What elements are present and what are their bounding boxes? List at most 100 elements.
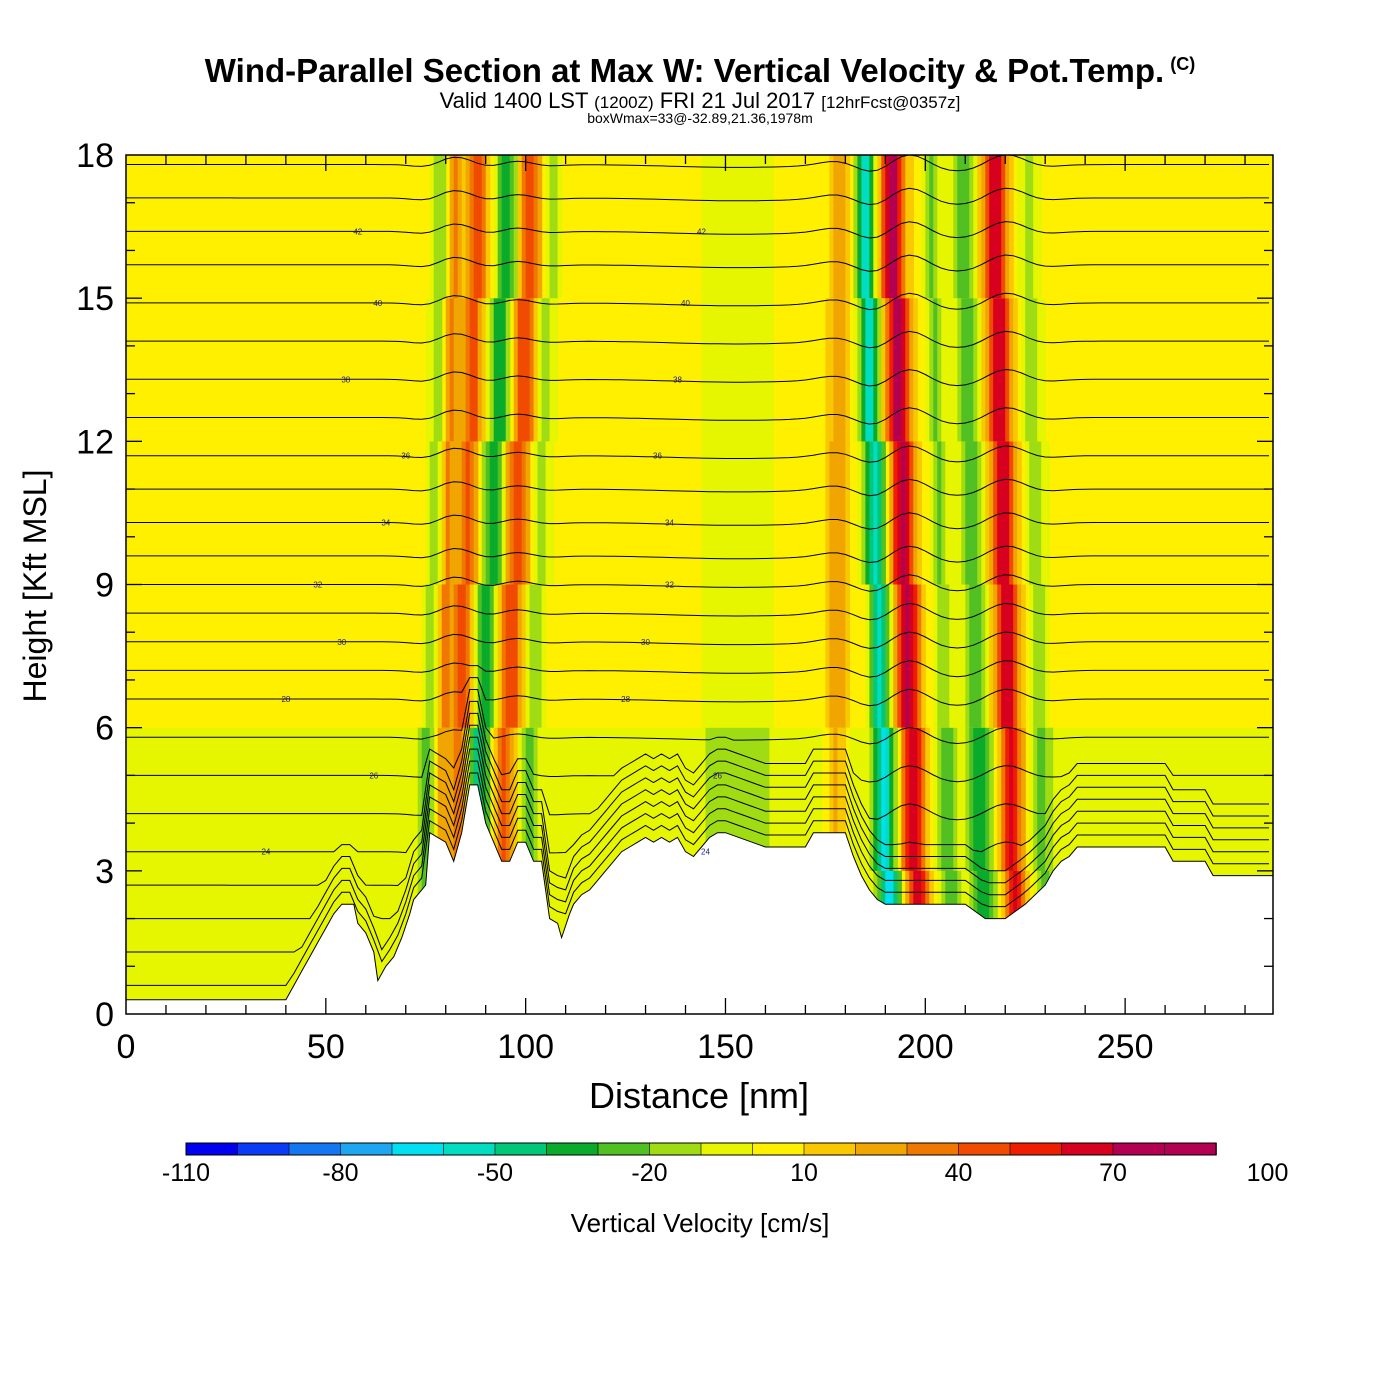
- w-cell: [441, 441, 447, 585]
- w-cell: [877, 584, 882, 728]
- w-cell: [1045, 584, 1050, 728]
- w-cell: [877, 155, 882, 299]
- w-cell: [525, 584, 531, 728]
- w-cell: [837, 298, 842, 442]
- w-cell: [225, 870, 231, 1014]
- w-cell: [701, 441, 707, 585]
- w-cell: [985, 584, 990, 728]
- w-cell: [257, 870, 263, 1014]
- w-cell: [541, 584, 547, 728]
- w-cell: [933, 441, 938, 585]
- w-cell: [933, 727, 938, 871]
- w-cell: [953, 584, 958, 728]
- w-cell: [713, 155, 719, 299]
- w-cell: [1033, 155, 1038, 299]
- w-cell: [993, 155, 998, 299]
- w-cell: [761, 441, 766, 585]
- w-cell: [1009, 584, 1014, 728]
- isentrope-label: 30: [641, 638, 650, 647]
- w-cell: [853, 155, 858, 299]
- isentrope-label: 42: [697, 227, 706, 236]
- w-cell: [957, 155, 962, 299]
- w-cell: [745, 727, 751, 871]
- w-cell: [769, 441, 774, 585]
- w-cell: [413, 727, 419, 871]
- w-cell: [449, 298, 455, 442]
- w-cell: [585, 727, 591, 871]
- w-cell: [537, 298, 543, 442]
- w-cell: [513, 298, 519, 442]
- w-cell: [174, 870, 179, 1014]
- valid-zulu: (1200Z): [594, 93, 654, 112]
- w-cell: [541, 441, 547, 585]
- w-cell: [449, 441, 455, 585]
- w-cell: [158, 870, 163, 1014]
- w-cell: [253, 870, 259, 1014]
- w-cell: [1025, 155, 1030, 299]
- w-cell: [913, 584, 918, 728]
- w-cell: [166, 727, 171, 871]
- w-cell: [261, 870, 267, 1014]
- isentrope-30: [126, 631, 1269, 649]
- w-cell: [497, 155, 503, 299]
- w-cell: [905, 155, 910, 299]
- w-cell: [541, 727, 547, 871]
- w-cell: [205, 870, 211, 1014]
- w-cell: [545, 298, 551, 442]
- w-cell: [489, 441, 495, 585]
- chart-title: Wind-Parallel Section at Max W: Vertical…: [0, 52, 1400, 90]
- w-cell: [170, 870, 175, 1014]
- isentrope-label: 42: [353, 227, 362, 236]
- w-cell: [437, 441, 443, 585]
- w-cell: [377, 727, 383, 871]
- w-cell: [313, 870, 319, 1014]
- w-cell: [713, 298, 719, 442]
- w-cell: [769, 155, 774, 299]
- w-cell: [1029, 298, 1034, 442]
- w-cell: [805, 727, 810, 871]
- w-cell: [313, 727, 319, 871]
- w-cell: [737, 298, 743, 442]
- w-cell: [909, 155, 914, 299]
- w-cell: [393, 727, 399, 871]
- w-cell: [881, 441, 886, 585]
- w-cell: [461, 155, 467, 299]
- w-cell: [833, 584, 838, 728]
- w-cell: [753, 298, 759, 442]
- colorbar-bin: [855, 1142, 908, 1156]
- w-cell: [577, 727, 583, 871]
- w-cell: [1017, 584, 1022, 728]
- w-cell: [861, 441, 866, 585]
- w-cell: [1033, 441, 1038, 585]
- w-cell: [873, 584, 878, 728]
- w-cell: [721, 727, 727, 871]
- w-cell: [1073, 727, 1078, 871]
- w-cell: [513, 584, 519, 728]
- w-cell: [917, 727, 922, 871]
- w-cell: [481, 155, 487, 299]
- w-cell: [965, 155, 970, 299]
- w-cell: [501, 155, 507, 299]
- w-cell: [973, 155, 978, 299]
- w-cell: [889, 155, 894, 299]
- terrain-mask: [125, 784, 1274, 1015]
- isentrope-label: 26: [713, 771, 722, 780]
- isentrope-label: 28: [281, 695, 290, 704]
- w-cell: [1193, 727, 1198, 871]
- w-cell: [565, 727, 571, 871]
- isentrope-label: 32: [665, 581, 674, 590]
- w-cell: [717, 298, 723, 442]
- w-cell: [477, 298, 483, 442]
- w-cell: [1265, 727, 1270, 871]
- colorbar-bin: [1009, 1142, 1063, 1156]
- w-cell: [733, 298, 739, 442]
- w-cell: [857, 298, 862, 442]
- w-cell: [881, 155, 886, 299]
- w-cell: [641, 727, 647, 871]
- w-cell: [973, 584, 978, 728]
- w-cell: [437, 584, 443, 728]
- w-cell: [833, 298, 838, 442]
- w-cell: [549, 298, 555, 442]
- w-cell: [1017, 155, 1022, 299]
- y-tick-label: 18: [76, 137, 114, 175]
